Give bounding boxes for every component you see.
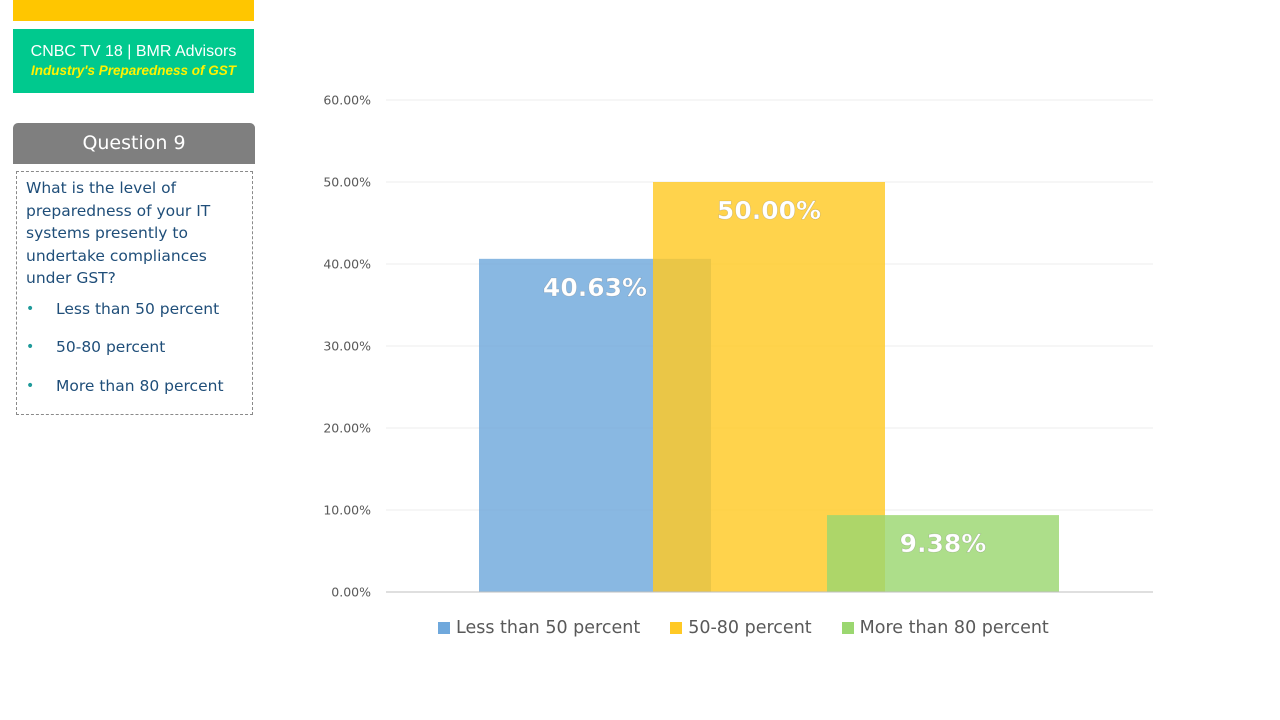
legend-item: More than 80 percent xyxy=(841,618,1049,638)
y-tick-label: 60.00% xyxy=(323,93,371,108)
brand-subtitle: Industry's Preparedness of GST xyxy=(30,63,237,78)
legend-item: Less than 50 percent xyxy=(438,618,640,638)
option-label: 50-80 percent xyxy=(56,338,166,357)
question-box: What is the level of preparedness of you… xyxy=(16,171,253,415)
top-accent-bar xyxy=(13,0,254,21)
option-item: • More than 80 percent xyxy=(26,375,246,397)
option-item: • 50-80 percent xyxy=(26,336,246,358)
legend-swatch xyxy=(670,622,683,634)
legend-swatch xyxy=(438,622,450,634)
legend-swatch xyxy=(841,622,854,634)
bullet-icon: • xyxy=(26,377,35,394)
option-label: Less than 50 percent xyxy=(56,299,220,318)
data-label: 9.38% xyxy=(900,529,987,558)
bullet-icon: • xyxy=(26,339,35,356)
y-tick-label: 40.00% xyxy=(323,257,371,272)
legend-label: More than 80 percent xyxy=(859,618,1049,638)
chart-legend: Less than 50 percent 50-80 percent More … xyxy=(438,616,1079,640)
option-item: • Less than 50 percent xyxy=(26,298,246,320)
question-text: What is the level of preparedness of you… xyxy=(26,179,211,288)
data-label: 40.63% xyxy=(543,273,647,302)
y-tick-label: 30.00% xyxy=(323,339,371,354)
legend-item: 50-80 percent xyxy=(670,618,812,638)
question-options: • Less than 50 percent • 50-80 percent • Mo… xyxy=(26,298,246,397)
bar xyxy=(827,515,1059,592)
y-tick-label: 0.00% xyxy=(331,585,371,600)
y-tick-label: 20.00% xyxy=(323,421,371,436)
legend-label: Less than 50 percent xyxy=(456,618,641,638)
brand-title: CNBC TV 18 | BMR Advisors xyxy=(30,43,237,60)
option-label: More than 80 percent xyxy=(56,376,224,395)
data-label: 50.00% xyxy=(717,196,821,225)
y-tick-label: 10.00% xyxy=(323,503,371,518)
y-tick-label: 50.00% xyxy=(323,175,371,190)
brand-box: CNBC TV 18 | BMR Advisors Industry's Pre… xyxy=(13,29,254,93)
question-header: Question 9 xyxy=(13,123,255,164)
legend-label: 50-80 percent xyxy=(688,618,812,638)
bullet-icon: • xyxy=(26,300,35,317)
